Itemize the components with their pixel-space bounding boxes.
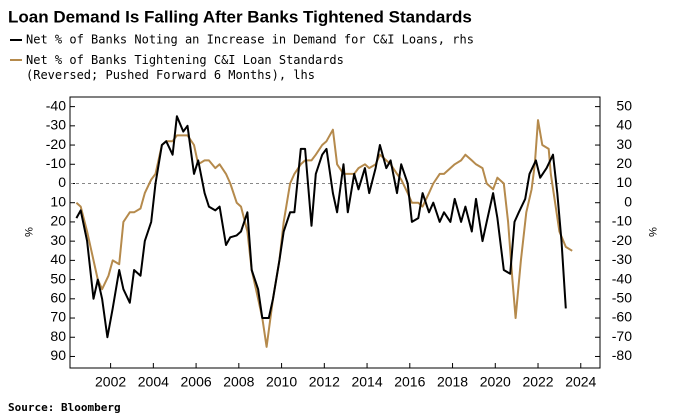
x-tick-label: 2018 — [437, 374, 468, 390]
y2-tick-label: -10 — [612, 213, 632, 229]
y2-tick-label: 10 — [616, 174, 632, 190]
plot-frame — [69, 96, 601, 369]
y-tick-label: 70 — [50, 309, 66, 325]
x-tick-label: 2004 — [138, 374, 169, 390]
y-tick-label: 0 — [58, 174, 66, 190]
x-tick-label: 2006 — [181, 374, 212, 390]
legend-label: Net % of Banks Noting an Increase in Dem… — [26, 33, 474, 47]
y2-tick-label: 40 — [616, 117, 632, 133]
x-tick-label: 2012 — [309, 374, 340, 390]
y2-tick-label: -30 — [612, 251, 632, 267]
y2-tick-label: 0 — [624, 193, 632, 209]
series-line — [75, 115, 567, 339]
x-tick-label: 2022 — [522, 374, 553, 390]
y-axis-label: % — [22, 227, 34, 237]
y2-tick-label: 20 — [616, 155, 632, 171]
source: Source: Bloomberg — [8, 401, 121, 414]
y2-tick-label: 50 — [616, 97, 632, 113]
x-tick-label: 2002 — [95, 374, 126, 390]
y-tick-label: 40 — [50, 251, 66, 267]
y2-tick-label: -80 — [612, 347, 632, 363]
x-tick-label: 2016 — [394, 374, 425, 390]
y2-tick-label: -60 — [612, 309, 632, 325]
legend-label: Net % of Banks Tightening C&I Loan Stand… — [26, 53, 344, 82]
x-tick-label: 2024 — [565, 374, 596, 390]
y2-tick-label: 30 — [616, 136, 632, 152]
x-tick-label: 2008 — [223, 374, 254, 390]
y-tick-label: -20 — [46, 136, 66, 152]
y-tick-label: 90 — [50, 347, 66, 363]
y-tick-label: 20 — [50, 213, 66, 229]
x-tick-label: 2010 — [266, 374, 297, 390]
y2-tick-label: -50 — [612, 290, 632, 306]
y-tick-label: -10 — [46, 155, 66, 171]
chart-title: Loan Demand Is Falling After Banks Tight… — [8, 7, 472, 26]
y2-tick-label: -20 — [612, 232, 632, 248]
y-tick-label: 50 — [50, 270, 66, 286]
y2-tick-label: -40 — [612, 270, 632, 286]
y-tick-label: 80 — [50, 328, 66, 344]
y-tick-label: 10 — [50, 193, 66, 209]
y-tick-label: 60 — [50, 290, 66, 306]
y-tick-label: -40 — [46, 97, 66, 113]
x-tick-label: 2020 — [480, 374, 511, 390]
y-tick-label: 30 — [50, 232, 66, 248]
x-tick-label: 2014 — [351, 374, 382, 390]
y-tick-label: -30 — [46, 117, 66, 133]
y2-tick-label: -70 — [612, 328, 632, 344]
y2-axis-label: % — [646, 227, 658, 237]
